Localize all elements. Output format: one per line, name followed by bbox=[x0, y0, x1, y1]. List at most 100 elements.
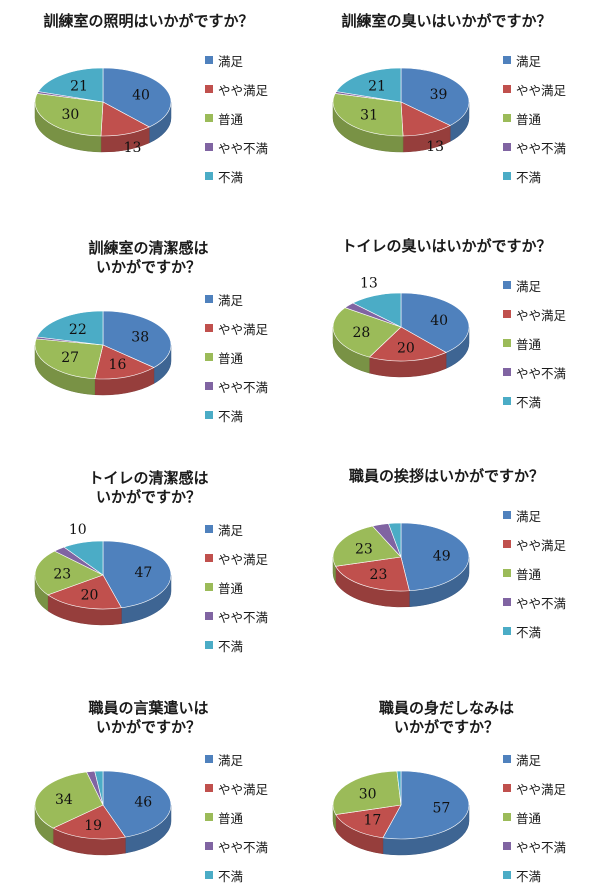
legend-item: 不満 bbox=[503, 393, 541, 410]
legend-swatch bbox=[503, 842, 511, 850]
legend-swatch bbox=[205, 871, 213, 879]
legend-item: 普通 bbox=[205, 110, 244, 127]
data-label-満足: 46 bbox=[134, 795, 152, 811]
pie-slice-普通 bbox=[34, 771, 104, 829]
chart-title: トイレの清潔感は いかがですか？ bbox=[88, 469, 209, 506]
data-label-満足: 39 bbox=[430, 87, 448, 103]
legend-item: 満足 bbox=[205, 751, 243, 768]
legend-item: 満足 bbox=[205, 52, 244, 69]
legend-item: やや満足 bbox=[205, 320, 269, 337]
legend-label: やや不満 bbox=[516, 365, 567, 381]
legend-item: 不満 bbox=[205, 637, 244, 654]
legend-item: 満足 bbox=[503, 507, 541, 524]
pie-slice-満足 bbox=[102, 540, 172, 609]
data-label-普通: 30 bbox=[359, 786, 377, 802]
legend-label: やや不満 bbox=[516, 595, 567, 611]
legend-label: やや満足 bbox=[516, 82, 567, 98]
legend-label: 不満 bbox=[218, 638, 244, 654]
chart-panel: トイレの清潔感は いかがですか？ 47 20 23 10 満足 やや満足 普通 やや不満 不満 bbox=[0, 455, 297, 680]
pie-slice-満足 bbox=[400, 522, 470, 592]
pie-slice-不満 bbox=[335, 67, 402, 103]
legend-item: 普通 bbox=[205, 579, 243, 596]
pie-slice-やや満足 bbox=[52, 804, 126, 840]
data-label-普通: 23 bbox=[53, 566, 71, 582]
data-label-満足: 38 bbox=[131, 330, 149, 346]
pie-slice-普通 bbox=[332, 525, 402, 567]
legend-item: やや満足 bbox=[503, 780, 567, 797]
pie-slice-満足 bbox=[102, 770, 172, 838]
legend-item: やや不満 bbox=[503, 838, 566, 855]
legend-label: やや満足 bbox=[218, 551, 269, 567]
legend-swatch bbox=[205, 612, 213, 620]
pie-chart: 40 20 28 13 bbox=[332, 276, 470, 378]
legend-label: 満足 bbox=[218, 522, 244, 538]
legend-swatch bbox=[205, 353, 213, 361]
legend-label: やや満足 bbox=[516, 781, 567, 797]
chart-panel: 訓練室の清潔感は いかがですか？ 38 16 27 22 満足 やや満足 普通 やや不満 不満 bbox=[0, 225, 297, 450]
legend-swatch bbox=[205, 755, 213, 763]
legend-swatch bbox=[503, 540, 511, 548]
chart-title: 職員の挨拶はいかがですか？ bbox=[348, 467, 544, 485]
data-label-やや満足: 19 bbox=[84, 818, 102, 834]
legend-label: やや不満 bbox=[218, 609, 269, 625]
legend-swatch bbox=[503, 368, 511, 376]
data-label-不満: 13 bbox=[360, 276, 378, 292]
legend-label: 普通 bbox=[218, 111, 244, 127]
legend-label: 不満 bbox=[516, 624, 542, 640]
pie-slice-満足 bbox=[382, 770, 470, 840]
legend-swatch bbox=[205, 85, 213, 93]
legend-label: やや満足 bbox=[218, 781, 269, 797]
legend-item: やや不満 bbox=[205, 838, 268, 855]
pie-chart: 39 13 31 21 bbox=[332, 67, 470, 155]
chart-title: 訓練室の清潔感は いかがですか？ bbox=[88, 239, 209, 276]
legend-swatch bbox=[503, 281, 511, 289]
chart-panel: 職員の言葉遣いは いかがですか？ 46 19 34 満足 やや満足 普通 やや不満 不満 bbox=[0, 685, 297, 891]
pie-slice-普通 bbox=[34, 93, 104, 137]
legend-item: やや満足 bbox=[503, 306, 567, 323]
legend-item: やや満足 bbox=[503, 81, 567, 98]
legend-label: 満足 bbox=[516, 53, 542, 69]
data-label-満足: 57 bbox=[433, 801, 451, 817]
legend-item: 普通 bbox=[503, 335, 542, 352]
pie-chart: 57 17 30 bbox=[332, 770, 470, 856]
legend-label: やや満足 bbox=[516, 307, 567, 323]
legend-item: 不満 bbox=[205, 168, 243, 185]
legend-swatch bbox=[205, 583, 213, 591]
chart-panel: 訓練室の臭いはいかがですか？ 39 13 31 21 満足 やや満足 普通 やや不満 不満 bbox=[298, 0, 595, 225]
legend-item: 不満 bbox=[205, 867, 243, 884]
legend-item: 普通 bbox=[205, 349, 243, 366]
pie-chart: 46 19 34 bbox=[34, 770, 172, 856]
pie-slice-不満 bbox=[63, 540, 104, 576]
pie-slice-普通 bbox=[332, 307, 402, 358]
legend-swatch bbox=[205, 382, 213, 390]
pie-slice-普通 bbox=[332, 93, 404, 137]
pie-slice-不満 bbox=[352, 292, 402, 328]
legend-label: 普通 bbox=[516, 336, 542, 352]
legend-label: やや不満 bbox=[218, 140, 269, 156]
chart-panel: 職員の挨拶はいかがですか？ 49 23 23 満足 やや満足 普通 やや不満 不満 bbox=[298, 455, 595, 680]
legend-item: やや不満 bbox=[205, 378, 268, 395]
legend-swatch bbox=[503, 569, 511, 577]
legend-item: やや不満 bbox=[503, 364, 567, 381]
legend-item: 不満 bbox=[503, 623, 542, 640]
data-label-やや満足: 17 bbox=[363, 813, 381, 829]
legend-label: やや満足 bbox=[218, 321, 269, 337]
legend-label: 満足 bbox=[218, 53, 244, 69]
legend-item: やや満足 bbox=[205, 81, 268, 98]
legend-item: やや満足 bbox=[503, 536, 566, 553]
pie-chart: 40 13 30 21 bbox=[34, 67, 172, 156]
legend-swatch bbox=[503, 339, 511, 347]
pie-slice-満足 bbox=[400, 67, 470, 126]
legend-label: 普通 bbox=[516, 566, 542, 582]
legend-swatch bbox=[205, 295, 213, 303]
pie-slice-やや満足 bbox=[335, 804, 402, 839]
legend-swatch bbox=[503, 143, 511, 151]
legend-label: 満足 bbox=[516, 752, 542, 768]
legend-item: やや不満 bbox=[503, 594, 567, 611]
legend-swatch bbox=[503, 85, 511, 93]
legend-swatch bbox=[503, 784, 511, 792]
data-label-普通: 28 bbox=[352, 325, 370, 341]
pie-slice-やや満足 bbox=[368, 326, 447, 362]
